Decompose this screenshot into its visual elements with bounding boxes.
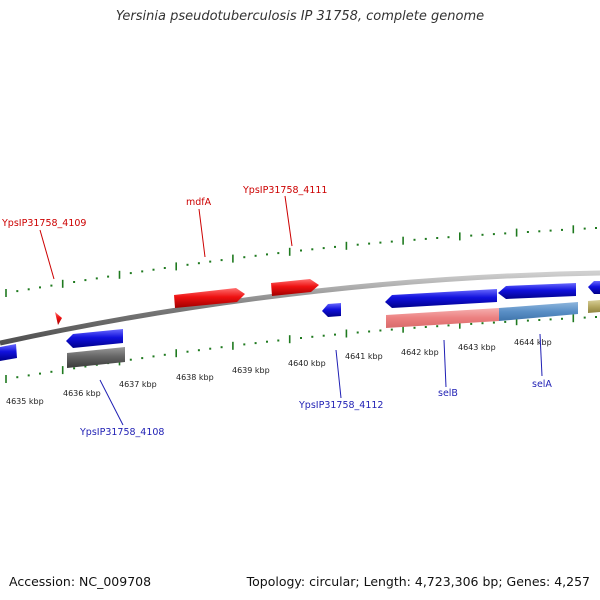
leader-ypsip-4108 — [99, 379, 124, 426]
label-ypsip-4112[interactable]: YpsIP31758_4112 — [298, 400, 383, 411]
label-ypsip-4108[interactable]: YpsIP31758_4108 — [79, 427, 164, 438]
scale-label-4643: 4643 kbp — [458, 343, 496, 352]
forward-labels: YpsIP31758_4109 mdfA YpsIP31758_4111 — [1, 185, 327, 229]
gene-partial-left-arrow[interactable] — [0, 344, 17, 361]
reverse-genes — [0, 281, 600, 368]
gene-ypsip-4108-region[interactable] — [67, 347, 125, 368]
leader-mdfa — [198, 208, 206, 258]
leader-sela — [539, 333, 543, 377]
scale-label-4636: 4636 kbp — [63, 389, 101, 398]
gene-mdfa-arrow[interactable] — [174, 288, 245, 308]
gene-sela-region[interactable] — [499, 302, 578, 321]
forward-genes — [55, 279, 319, 325]
reverse-labels: YpsIP31758_4108 YpsIP31758_4112 selB sel… — [79, 379, 552, 438]
gene-ypsip-4111-arrow[interactable] — [271, 279, 319, 296]
scale-label-4639: 4639 kbp — [232, 366, 270, 375]
gene-small-reverse-arrow[interactable] — [322, 303, 341, 317]
gene-ypsip-4109-arrow[interactable] — [55, 312, 62, 325]
gene-ypsip-4108-arrow[interactable] — [66, 329, 123, 348]
gene-partial-right-arrow[interactable] — [588, 281, 600, 294]
gene-selb-arrow[interactable] — [385, 289, 497, 308]
reverse-tick-track — [5, 314, 597, 383]
scale-label-4638: 4638 kbp — [176, 373, 214, 382]
leader-selb — [443, 339, 447, 388]
scale-labels: 4635 kbp 4636 kbp 4637 kbp 4638 kbp 4639… — [6, 338, 552, 406]
reverse-leader-lines — [99, 333, 543, 426]
scale-label-4641: 4641 kbp — [345, 352, 383, 361]
scale-label-4644: 4644 kbp — [514, 338, 552, 347]
gene-selb-region[interactable] — [386, 308, 499, 328]
leader-ypsip-4112 — [335, 349, 342, 399]
label-sela[interactable]: selA — [532, 379, 552, 390]
scale-label-4642: 4642 kbp — [401, 348, 439, 357]
gene-sela-arrow[interactable] — [498, 283, 576, 299]
scale-label-4637: 4637 kbp — [119, 380, 157, 389]
leader-ypsip-4109 — [39, 229, 55, 280]
genome-title: Yersinia pseudotuberculosis IP 31758, co… — [115, 9, 485, 24]
label-ypsip-4111[interactable]: YpsIP31758_4111 — [242, 185, 327, 196]
accession-text: Accession: NC_009708 — [9, 574, 152, 589]
label-mdfa[interactable]: mdfA — [186, 197, 212, 208]
scale-label-4640: 4640 kbp — [288, 359, 326, 368]
label-selb[interactable]: selB — [438, 388, 458, 399]
label-ypsip-4109[interactable]: YpsIP31758_4109 — [1, 218, 86, 229]
gene-partial-right-region[interactable] — [588, 300, 600, 313]
forward-leader-lines — [39, 195, 293, 280]
genome-stats-text: Topology: circular; Length: 4,723,306 bp… — [246, 574, 590, 589]
leader-ypsip-4111 — [284, 195, 293, 247]
forward-tick-track — [5, 225, 597, 297]
scale-label-4635: 4635 kbp — [6, 397, 44, 406]
